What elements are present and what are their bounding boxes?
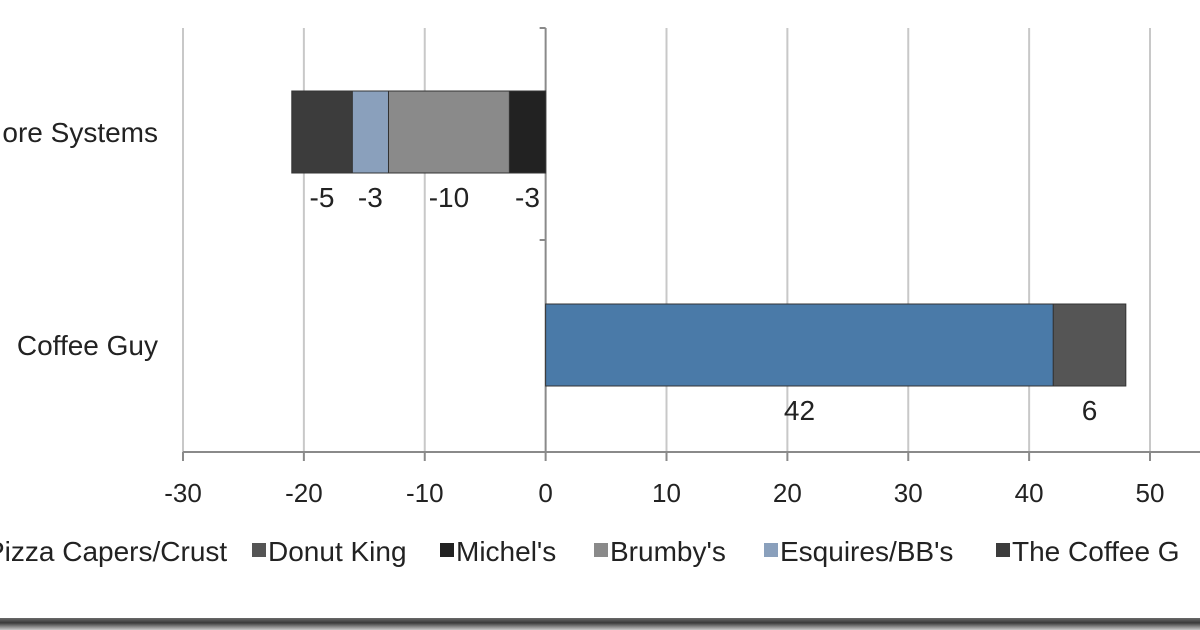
x-tick-label: 0 — [538, 478, 552, 508]
bar-segment — [291, 90, 353, 174]
data-labels: -3 -10 -3 -5 42 6 — [310, 182, 1098, 426]
legend-label: Esquires/BB's — [780, 536, 953, 567]
data-label: -3 — [358, 182, 383, 213]
legend-swatch — [764, 543, 778, 557]
legend: Pizza Capers/Crust Donut King Michel's Brum… — [0, 536, 1180, 567]
data-label: -3 — [515, 182, 540, 213]
legend-label: The Coffee G — [1012, 536, 1180, 567]
category-labels: ore Systems Coffee Guy — [2, 117, 158, 361]
legend-label: Donut King — [268, 536, 407, 567]
legend-swatch — [252, 543, 266, 557]
legend-label: Michel's — [456, 536, 556, 567]
bar-segment — [351, 90, 389, 174]
legend-swatch — [594, 543, 608, 557]
x-tick-label: 50 — [1136, 478, 1165, 508]
bar-segment — [1052, 303, 1127, 387]
bottom-border — [0, 618, 1200, 630]
legend-swatch — [440, 543, 454, 557]
x-tick-label: -10 — [406, 478, 444, 508]
x-tick-label: 10 — [652, 478, 681, 508]
x-tick-label: -30 — [164, 478, 202, 508]
bar-segment — [508, 90, 547, 174]
data-label: 42 — [784, 395, 815, 426]
x-tick-labels: -30 -20 -10 0 10 20 30 40 50 — [164, 478, 1164, 508]
x-tick-label: 40 — [1015, 478, 1044, 508]
x-tick-label: 20 — [773, 478, 802, 508]
bar-segment — [387, 90, 510, 174]
x-tick-label: -20 — [285, 478, 323, 508]
data-label: -10 — [429, 182, 469, 213]
bar-segment — [545, 303, 1054, 387]
category-label: Coffee Guy — [17, 330, 158, 361]
bars — [291, 90, 1127, 387]
x-tick-label: 30 — [894, 478, 923, 508]
legend-swatch — [996, 543, 1010, 557]
data-label: 6 — [1082, 395, 1098, 426]
data-label: -5 — [310, 182, 335, 213]
category-label: ore Systems — [2, 117, 158, 148]
legend-label: Brumby's — [610, 536, 726, 567]
legend-label: Pizza Capers/Crust — [0, 536, 227, 567]
